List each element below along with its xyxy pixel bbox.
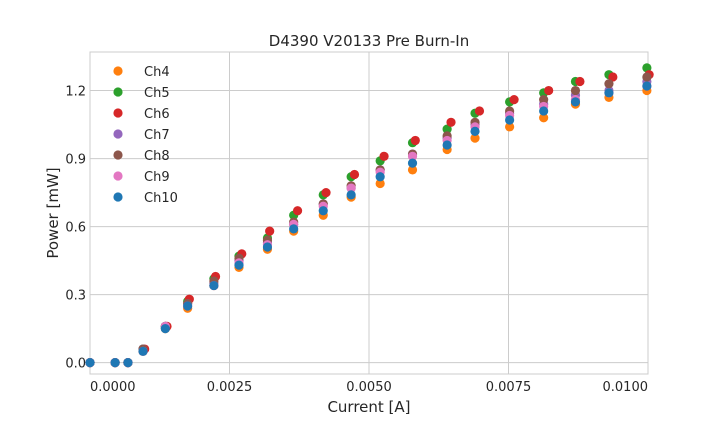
x-tick-label: 0.0075 [486,380,532,395]
data-point [379,151,389,161]
data-point [442,124,452,134]
data-point [123,358,133,368]
y-axis-label: Power [mW] [44,167,62,258]
legend-label: Ch5 [144,86,170,101]
data-point [292,206,303,216]
data-point [470,126,480,136]
data-point [570,97,581,107]
data-point [318,206,328,216]
data-point [138,346,148,356]
legend-marker [113,87,123,97]
y-tick-label: 0.0 [65,357,86,372]
data-point [407,151,418,161]
legend-marker [113,150,123,160]
legend-label: Ch4 [144,65,170,80]
data-point [85,358,95,368]
data-point [539,113,549,123]
y-tick-label: 0.3 [65,289,86,304]
data-point [407,165,418,175]
data-point [539,106,549,116]
data-point [110,358,120,368]
grid-lines [89,52,649,374]
data-point [265,226,275,236]
data-point [505,115,515,125]
y-tick-label: 1.2 [65,85,86,100]
data-point [346,190,356,200]
x-tick-label: 0.0100 [603,380,649,395]
legend: Ch4 Ch5 Ch6 Ch7 Ch8 Ch9 Ch10 [113,65,178,206]
legend-marker [113,129,123,139]
x-axis-label: Current [A] [327,398,410,416]
legend-marker [113,192,123,202]
data-point [505,122,515,132]
legend-marker [113,108,123,118]
data-point [375,172,385,182]
data-point [570,85,581,96]
y-tick-label: 0.6 [65,221,86,236]
data-point [349,169,360,180]
data-point [262,242,273,252]
data-point [321,187,331,198]
data-point [183,301,193,311]
data-point [407,158,418,168]
data-point [289,224,299,234]
legend-label: Ch6 [144,107,170,122]
x-tick-labels: 0.0000 0.0025 0.0050 0.0075 0.0100 [90,380,648,395]
data-points [85,63,654,368]
data-point [209,280,219,291]
data-point [544,85,554,96]
data-point [410,135,420,146]
data-point [604,88,614,98]
data-point [509,95,519,105]
x-tick-label: 0.0000 [90,380,136,395]
legend-label: Ch8 [144,149,170,164]
legend-label: Ch7 [144,128,170,143]
y-tick-label: 0.9 [65,153,86,168]
data-point [470,133,480,143]
legend-label: Ch10 [144,191,178,206]
data-point [642,72,652,82]
data-point [160,324,170,334]
legend-marker [113,171,123,181]
data-point [375,178,385,189]
legend-label: Ch9 [144,170,170,185]
x-tick-label: 0.0050 [346,380,392,395]
data-point [575,76,585,87]
data-point [234,260,244,270]
data-point [608,72,618,82]
y-tick-labels: 0.0 0.3 0.6 0.9 1.2 [65,85,86,372]
data-point [474,106,485,116]
data-point [446,117,456,127]
chart-title: D4390 V20133 Pre Burn-In [269,32,469,50]
series-ch10 [85,81,652,368]
data-point [539,95,549,105]
legend-marker [113,66,123,76]
x-tick-label: 0.0025 [207,380,253,395]
data-point [604,79,614,89]
data-point [442,140,452,150]
data-point [346,183,356,193]
data-point [642,81,652,91]
